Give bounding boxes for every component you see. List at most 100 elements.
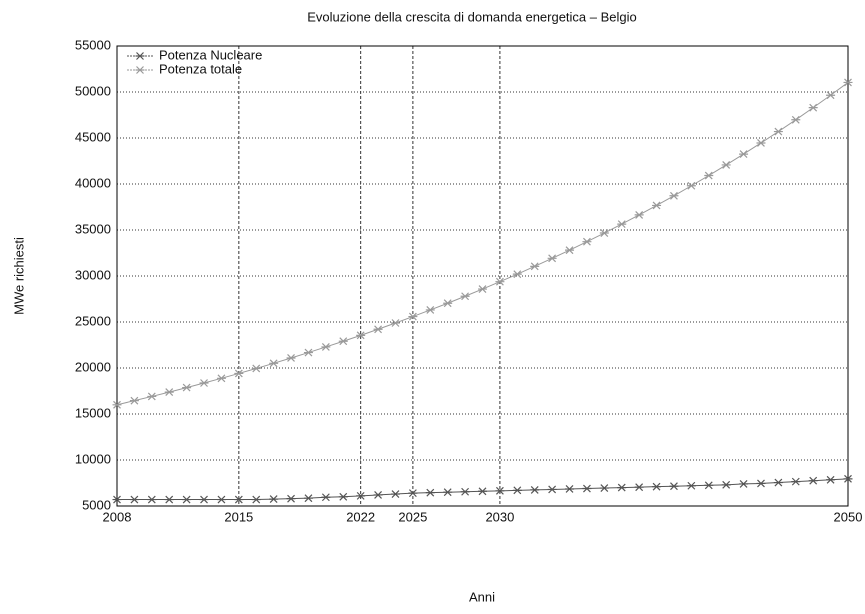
point-marker: [599, 229, 609, 237]
point-marker: [234, 369, 244, 378]
point-marker: [356, 491, 366, 500]
point-marker: [565, 485, 575, 493]
point-marker: [356, 331, 366, 340]
point-marker: [721, 480, 731, 489]
point-marker: [129, 495, 139, 504]
point-marker: [773, 478, 783, 487]
point-marker: [251, 364, 261, 373]
point-marker: [773, 127, 783, 136]
point-marker: [478, 285, 487, 293]
legend-marker: [135, 52, 145, 60]
point-marker: [512, 486, 522, 495]
y-tick-label: 25000: [75, 313, 111, 328]
point-marker: [408, 489, 418, 498]
point-marker: [286, 494, 296, 503]
y-tick-label: 20000: [75, 359, 111, 374]
point-marker: [216, 374, 226, 383]
point-marker: [495, 277, 505, 286]
point-marker: [147, 392, 157, 401]
x-tick-label: 2050: [834, 509, 863, 524]
point-marker: [147, 495, 157, 504]
x-axis-label: Anni: [469, 589, 495, 604]
point-marker: [617, 220, 627, 229]
point-marker: [599, 484, 609, 492]
point-marker: [338, 492, 348, 501]
point-marker: [634, 483, 644, 492]
point-marker: [826, 91, 836, 100]
point-marker: [269, 495, 279, 504]
x-tick-label: 2022: [346, 509, 375, 524]
point-marker: [843, 78, 853, 87]
point-marker: [530, 262, 540, 271]
point-marker: [303, 494, 313, 503]
y-tick-label: 45000: [75, 129, 111, 144]
y-tick-label: 30000: [75, 267, 111, 282]
y-tick-label: 55000: [75, 37, 111, 52]
x-tick-label: 2025: [398, 509, 427, 524]
point-marker: [704, 171, 714, 180]
y-tick-label: 5000: [82, 497, 111, 512]
y-tick-label: 35000: [75, 221, 111, 236]
point-marker: [704, 481, 714, 490]
point-marker: [686, 481, 696, 490]
point-marker: [303, 348, 313, 357]
point-marker: [843, 474, 853, 483]
point-marker: [460, 292, 470, 301]
point-marker: [808, 103, 818, 112]
point-marker: [756, 479, 766, 488]
point-marker: [112, 400, 122, 409]
series-line: [116, 82, 849, 406]
point-marker: [652, 482, 662, 491]
plot-frame: [116, 45, 849, 507]
point-marker: [495, 486, 505, 495]
point-marker: [547, 485, 557, 494]
y-axis-label: MWe richiesti: [11, 237, 26, 315]
point-marker: [373, 491, 383, 499]
point-marker: [251, 495, 261, 504]
point-marker: [617, 483, 627, 492]
point-marker: [390, 319, 400, 327]
point-marker: [373, 325, 383, 334]
legend-marker: [135, 66, 145, 74]
point-marker: [216, 495, 226, 504]
y-tick-label: 40000: [75, 175, 111, 190]
point-marker: [530, 485, 540, 494]
point-marker: [826, 475, 836, 484]
point-marker: [443, 488, 453, 497]
chart-title: Evoluzione della crescita di domanda ene…: [307, 9, 637, 24]
point-marker: [338, 337, 348, 346]
point-marker: [129, 396, 139, 405]
point-marker: [739, 150, 749, 159]
point-marker: [547, 254, 557, 263]
y-tick-label: 10000: [75, 451, 111, 466]
point-marker: [791, 115, 801, 124]
series-line: [117, 478, 849, 501]
point-marker: [791, 477, 801, 486]
point-marker: [234, 495, 244, 504]
y-tick-label: 15000: [75, 405, 111, 420]
point-marker: [808, 476, 818, 485]
point-marker: [199, 379, 209, 387]
point-marker: [425, 306, 435, 314]
point-marker: [164, 388, 174, 397]
point-marker: [286, 354, 296, 362]
point-marker: [321, 343, 331, 351]
point-marker: [164, 495, 174, 504]
point-marker: [269, 359, 279, 368]
point-marker: [425, 488, 435, 497]
x-tick-label: 2008: [103, 509, 132, 524]
legend-label: Potenza totale: [159, 61, 242, 76]
point-marker: [199, 495, 209, 504]
point-marker: [182, 383, 192, 392]
y-tick-label: 50000: [75, 83, 111, 98]
point-marker: [321, 493, 331, 502]
x-tick-label: 2030: [485, 509, 514, 524]
point-marker: [478, 487, 487, 496]
point-marker: [390, 490, 400, 498]
point-marker: [634, 210, 644, 219]
point-marker: [582, 484, 592, 493]
point-marker: [112, 495, 122, 504]
legend-label: Potenza Nucleare: [159, 47, 262, 62]
